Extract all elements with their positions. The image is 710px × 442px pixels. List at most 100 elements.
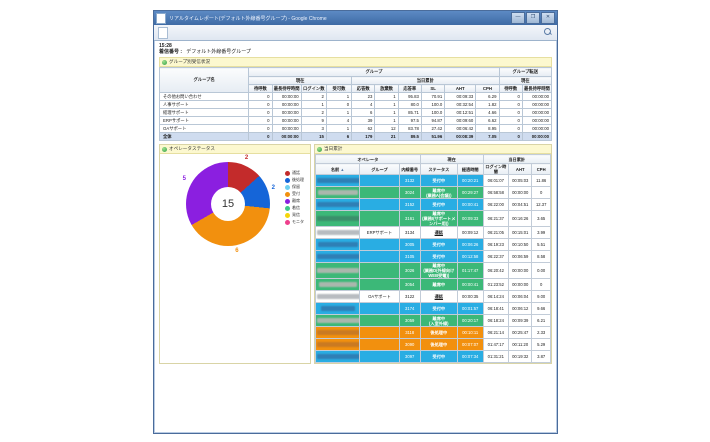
legend-item[interactable]: 着信	[285, 205, 304, 211]
legend-item[interactable]: 受付	[285, 191, 304, 197]
group-cell-answered: 6	[351, 108, 376, 117]
operator-login-time-cell: 01:47:17	[482, 338, 510, 351]
op-col-login-time[interactable]: ログイン時間	[482, 163, 510, 175]
search-icon[interactable]	[544, 28, 553, 37]
group-cell-available: 1	[325, 92, 353, 101]
maximize-button[interactable]: ❐	[526, 12, 540, 24]
page-content: 15:28 着信番号 : デフォルト外線番号グループ グループ別受信状況	[155, 41, 556, 432]
operator-status-header[interactable]: オペレータステータス	[160, 145, 310, 154]
operator-status-cell: 受付中	[419, 350, 458, 363]
operator-status-chart: 15 2 2 6 5 通話 後処理 保留 受付 離席 着信 発信 モニタ	[160, 154, 310, 266]
table-row[interactable]: 3132 受付中 00:20:21 06:01:07 00:05:03 11.86	[314, 174, 551, 187]
table-row[interactable]: 経理サポート 0 00:00:00 2 1 6 1 85.71 100.0 00:12:51 4.6…	[158, 108, 553, 117]
operator-elapsed-cell: 00:09:33	[456, 210, 484, 227]
expand-circle-icon[interactable]	[317, 146, 322, 152]
legend-item[interactable]: 発信	[285, 212, 304, 218]
op-col-status[interactable]: ステータス	[419, 163, 458, 175]
group-cell-aht: 00:08:39	[444, 132, 477, 141]
minimize-button[interactable]: —	[511, 12, 525, 24]
table-row[interactable]: 3161 離席中 (業務I(サポートメンバー用)) 00:09:33 06:21:37…	[314, 210, 551, 227]
table-row[interactable]: 3118 後処理中 00:10:11 06:21:14 00:25:47 2.33	[314, 326, 551, 339]
group-cell-wait: 0	[248, 132, 273, 141]
incoming-number-label: 着信番号 :	[159, 49, 183, 55]
table-row[interactable]: 3090 後処理中 00:07:07 01:47:17 00:11:20 5.29	[314, 338, 551, 351]
operator-cph-cell: 5.51	[531, 238, 551, 251]
legend-item[interactable]: 保留	[285, 184, 304, 190]
group-cell-sl: 51.96	[420, 132, 446, 141]
group-cell-transfer-longest: 00:00:00	[521, 108, 553, 117]
op-col-name[interactable]: 名前 ▲	[314, 163, 361, 175]
table-row[interactable]: 全体 0 00:00:00 15 6 179 21 89.5 51.96 00:08:39 7.05…	[158, 132, 553, 141]
group-cell-available: 6	[325, 132, 353, 141]
donut-slice-label: 2	[244, 155, 249, 162]
legend-item[interactable]: モニタ	[285, 219, 304, 225]
sort-ascending-icon[interactable]: ▲	[340, 166, 345, 172]
group-cell-abandoned: 1	[374, 100, 399, 109]
table-row[interactable]: OAサポート 3122 通話 00:00:35 06:14:24 00:06:04 9.00	[314, 290, 551, 303]
operator-name-cell	[314, 314, 361, 327]
group-table-body: その他お問い合わせ 0 00:00:00 2 1 23 1 95.83 70.91 00:09:3…	[158, 92, 553, 141]
table-row[interactable]: ERPサポート 0 00:00:00 9 4 39 1 97.5 94.87 00:09:60 6.…	[158, 116, 553, 125]
op-col-group[interactable]: グループ	[359, 163, 400, 175]
redacted-name	[317, 190, 358, 196]
table-row[interactable]: 3005 受付中 00:06:26 06:19:23 00:10:50 5.51	[314, 238, 551, 251]
operator-elapsed-cell: 00:29:27	[456, 186, 484, 199]
expand-circle-icon[interactable]	[162, 59, 167, 65]
operator-aht-cell: 00:00:00	[508, 278, 533, 291]
group-cell-cph: 8.95	[475, 124, 500, 133]
table-row[interactable]: 3152 受付中 00:00:41 06:22:00 00:04:51 12.37	[314, 198, 551, 211]
group-cell-abandoned: 1	[374, 116, 399, 125]
operator-login-time-cell: 06:01:07	[482, 174, 510, 187]
tab-icon[interactable]	[158, 26, 168, 39]
legend-item[interactable]: 離席	[285, 198, 304, 204]
table-row[interactable]: ERPサポート 3134 通話 00:09:12 06:21:05 00:15:01 3.9…	[314, 226, 551, 239]
expand-circle-icon[interactable]	[162, 146, 167, 152]
group-cell-login: 2	[300, 92, 327, 101]
legend-item[interactable]: 後処理	[285, 177, 304, 183]
op-col-cph[interactable]: CPH	[531, 163, 551, 175]
table-row[interactable]: 3024 離席中 (業務A(会議)) 00:29:27 06:58:58 00:00:0…	[314, 186, 551, 199]
operator-elapsed-cell: 00:07:34	[456, 350, 484, 363]
group-cell-abandoned: 1	[374, 108, 399, 117]
table-row[interactable]: OAサポート 0 00:00:00 3 1 62 12 83.78 27.42 00:06:42 8…	[158, 124, 553, 133]
legend-color-swatch	[285, 170, 290, 176]
col-available-count: 受可数	[325, 84, 353, 93]
legend-item[interactable]: 通話	[285, 170, 304, 176]
group-cell-aht: 00:12:51	[444, 108, 477, 117]
group-cell-answered: 39	[351, 116, 376, 125]
table-row[interactable]: 人事サポート 0 00:00:00 1 0 4 1 80.0 100.0 00:32:54 1.82…	[158, 100, 553, 109]
table-row[interactable]: 3026 離席中 (業務D(外線向けWEB受電)) 01:17:47 06:20:42…	[314, 262, 551, 279]
group-cell-abandoned: 21	[374, 132, 399, 141]
group-cell-sl: 100.0	[420, 100, 446, 109]
section-group-reception[interactable]: グループ別受信状況	[159, 57, 552, 67]
close-button[interactable]: ✕	[541, 12, 555, 24]
table-row[interactable]: 3097 受付中 00:07:34 01:31:21 00:19:32 3.87	[314, 350, 551, 363]
group-cell-answered: 4	[351, 100, 376, 109]
window-titlebar[interactable]: リアルタイムレポート(デフォルト外線番号グループ) - Google Chrom…	[154, 11, 557, 25]
group-table: グループ名 グループ グループ転送 現在 当日累計 現在 待呼数 最長待呼時間	[158, 67, 553, 141]
operator-extension-cell: 3005	[398, 238, 421, 251]
table-row[interactable]: その他お問い合わせ 0 00:00:00 2 1 23 1 95.83 70.91 00:09:3…	[158, 92, 553, 101]
group-cell-rate: 97.5	[397, 116, 422, 125]
operator-login-time-cell: 06:14:24	[482, 290, 510, 303]
operator-name-cell	[314, 326, 361, 339]
op-col-elapsed[interactable]: 経過時間	[456, 163, 484, 175]
page-icon	[156, 12, 166, 24]
group-table-col-header-row: 待呼数 最長待呼時間 ログイン数 受可数 応答数 放棄数 応答率 SL AHT …	[160, 84, 553, 93]
op-col-aht[interactable]: AHT	[508, 163, 533, 175]
operator-elapsed-cell: 00:20:17	[456, 314, 484, 327]
group-cell-available: 0	[325, 100, 353, 109]
operator-extension-cell: 3122	[398, 290, 421, 303]
today-total-header[interactable]: 当日累計	[315, 145, 551, 154]
op-col-extension[interactable]: 内線番号	[398, 163, 421, 175]
table-row[interactable]: 3054 離席中 00:00:41 01:23:52 00:00:00 0	[314, 278, 551, 291]
table-row[interactable]: 3105 受付中 00:12:58 06:22:37 00:06:59 8.58	[314, 250, 551, 263]
group-cell-rate: 85.71	[397, 108, 422, 117]
table-row[interactable]: 3059 離席中 (入室外線) 00:20:17 06:18:24 00:09:39 6.…	[314, 314, 551, 327]
operator-login-time-cell: 06:19:23	[482, 238, 510, 251]
operator-elapsed-cell: 00:07:07	[456, 338, 484, 351]
table-row[interactable]: 3174 受付中 00:01:57 06:18:41 00:06:12 9.66	[314, 302, 551, 315]
group-cell-transfer-wait: 0	[498, 92, 523, 101]
group-cell-name: 経理サポート	[158, 108, 250, 117]
